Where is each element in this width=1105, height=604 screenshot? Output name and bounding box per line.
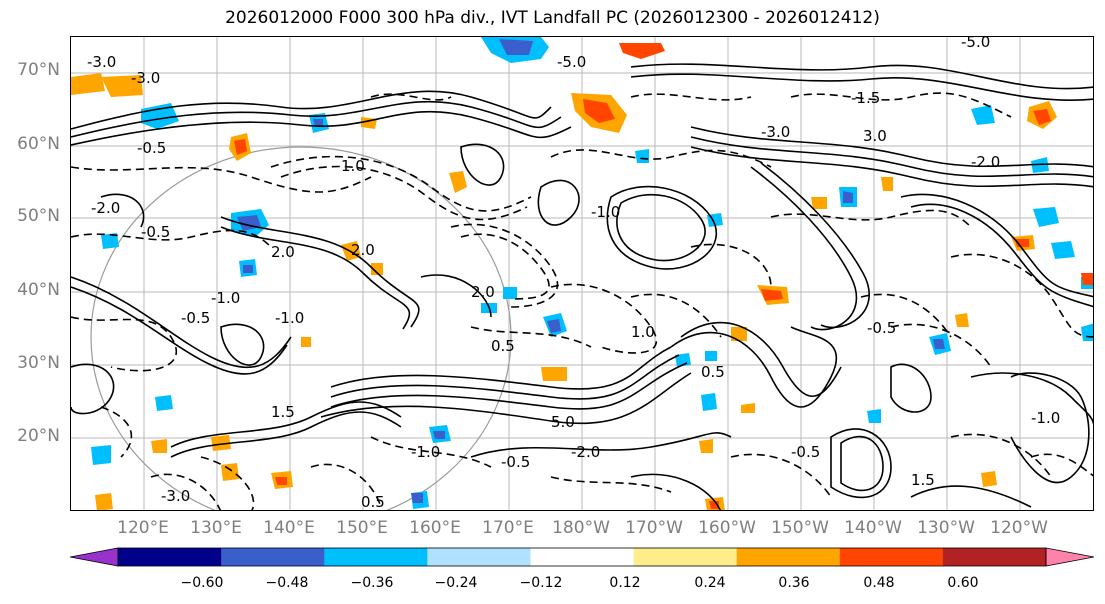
contour-label: 5.0 <box>551 413 575 431</box>
contour-label: -2.0 <box>971 153 1000 171</box>
graticule <box>71 37 1093 510</box>
colorbar-segment <box>221 548 325 566</box>
contour-label: 0.5 <box>701 363 725 381</box>
lon-label: 170°W <box>625 518 683 538</box>
lon-label: 180°W <box>552 518 610 538</box>
map-title: 2026012000 F000 300 hPa div., IVT Landfa… <box>225 8 880 28</box>
lon-label: 170°E <box>482 518 534 538</box>
contour-label: -1.0 <box>211 289 240 307</box>
colorbar-segment <box>633 548 738 566</box>
contour-label: 1.0 <box>631 323 655 341</box>
lon-label: 160°E <box>409 518 461 538</box>
lat-label-30n: 30°N <box>17 353 60 373</box>
contour-label: 2.0 <box>351 241 375 259</box>
lon-label: 150°E <box>336 518 388 538</box>
contour-label: 1.5 <box>911 471 935 489</box>
colorbar-segment <box>118 548 222 566</box>
colorbar-segment <box>736 548 841 566</box>
lat-label-70n: 70°N <box>17 60 60 80</box>
colorbar-extend-high <box>1045 547 1095 567</box>
contour-label: -2.0 <box>571 443 600 461</box>
divergence-shading <box>71 37 1093 510</box>
contour-label: -1.0 <box>1031 409 1060 427</box>
lon-label: 140°W <box>844 518 902 538</box>
map-graphic: -3.0 -3.0 -0.5 -5.0 -5.0 -3.0 3.0 -1.5 -… <box>71 37 1093 511</box>
lon-label: 120°E <box>117 518 169 538</box>
colorbar-segment <box>530 548 635 566</box>
colorbar <box>69 547 1095 571</box>
pc-region-outline <box>90 146 512 510</box>
contour-label: 2.0 <box>471 283 495 301</box>
lat-label-50n: 50°N <box>17 206 60 226</box>
contour-label: 0.5 <box>491 337 515 355</box>
colorbar-tick: −0.36 <box>350 575 394 591</box>
contour-label: 2.0 <box>271 243 295 261</box>
contour-label: 0.5 <box>361 493 385 511</box>
lon-label: 150°W <box>771 518 829 538</box>
lon-label: 160°W <box>698 518 756 538</box>
contour-label: -0.5 <box>181 309 210 327</box>
colorbar-tick: 0.12 <box>609 575 641 591</box>
contour-label: -0.5 <box>867 319 896 337</box>
contour-label: -1.0 <box>275 309 304 327</box>
negative-contours <box>71 92 1093 510</box>
colorbar-tick: −0.48 <box>265 575 309 591</box>
lat-label-60n: 60°N <box>17 134 60 154</box>
colorbar-tick: −0.12 <box>519 575 563 591</box>
lon-label: 120°W <box>990 518 1048 538</box>
contour-label: -1.0 <box>411 443 440 461</box>
colorbar-segment <box>942 548 1047 566</box>
contour-label: 1.0 <box>341 157 365 175</box>
lat-label-40n: 40°N <box>17 280 60 300</box>
colorbar-segment <box>839 548 944 566</box>
contour-label: -5.0 <box>557 53 586 71</box>
contour-label: 3.0 <box>863 127 887 145</box>
contour-labels: -3.0 -3.0 -0.5 -5.0 -5.0 -3.0 3.0 -1.5 -… <box>87 37 1060 511</box>
colorbar-graphic <box>69 547 1095 567</box>
lon-label: 130°E <box>190 518 242 538</box>
colorbar-tick: 0.48 <box>863 575 895 591</box>
map-panel: -3.0 -3.0 -0.5 -5.0 -5.0 -3.0 3.0 -1.5 -… <box>70 36 1094 511</box>
contour-label: -1.5 <box>851 89 880 107</box>
colorbar-tick: 0.60 <box>947 575 979 591</box>
lon-label: 140°E <box>263 518 315 538</box>
colorbar-tick: −0.24 <box>434 575 478 591</box>
contour-label: -2.0 <box>91 199 120 217</box>
contour-label: -3.0 <box>87 53 116 71</box>
positive-contours <box>71 63 1093 510</box>
contour-label: -3.0 <box>761 123 790 141</box>
colorbar-segment <box>324 548 428 566</box>
colorbar-tick: −0.60 <box>180 575 224 591</box>
lon-label: 130°W <box>917 518 975 538</box>
contour-label: -0.5 <box>137 139 166 157</box>
contour-label: -0.5 <box>501 453 530 471</box>
contour-label: -3.0 <box>131 69 160 87</box>
contour-label: -0.5 <box>791 443 820 461</box>
colorbar-extend-low <box>69 547 119 567</box>
colorbar-tick: 0.24 <box>694 575 726 591</box>
colorbar-segment <box>427 548 531 566</box>
contour-label: 1.5 <box>271 403 295 421</box>
contour-label: -1.0 <box>591 203 620 221</box>
lat-label-20n: 20°N <box>17 426 60 446</box>
colorbar-outline <box>117 547 1047 567</box>
contour-label: -3.0 <box>161 487 190 505</box>
contour-label: -5.0 <box>961 37 990 51</box>
contour-label: -0.5 <box>141 223 170 241</box>
colorbar-tick: 0.36 <box>778 575 810 591</box>
